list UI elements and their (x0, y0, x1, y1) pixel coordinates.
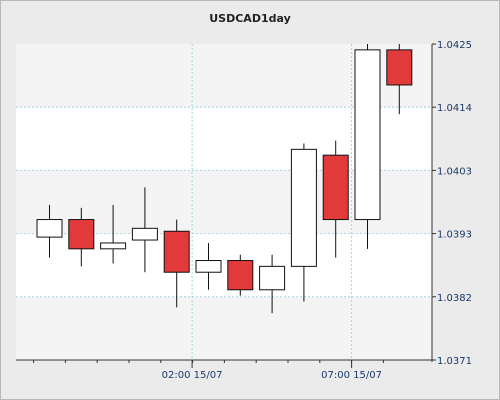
candle (354, 44, 381, 249)
candle-body-bearish (68, 219, 95, 250)
candle (227, 254, 254, 296)
candle-body-bearish (322, 154, 349, 221)
candle-body-bullish (354, 49, 381, 221)
candle (386, 44, 413, 115)
candle (195, 242, 222, 290)
candle-body-bearish (227, 260, 254, 291)
y-axis-ticks: 1.0425 1.0414 1.0403 1.0393 1.0382 1.0371 (432, 40, 472, 367)
candle (131, 187, 158, 273)
candle-body-bullish (259, 265, 286, 291)
y-tick-label: 1.0414 (437, 103, 472, 114)
y-tick-label: 1.0382 (437, 293, 472, 304)
candle (322, 140, 349, 258)
x-axis-ticks: 02:00 15/07 07:00 15/07 (33, 360, 384, 381)
y-tick-label: 1.0393 (437, 230, 472, 241)
y-tick-label: 1.0425 (437, 40, 472, 51)
candle (100, 204, 127, 264)
candle (36, 204, 63, 258)
candle (163, 219, 190, 308)
candle-body-bullish (290, 148, 317, 267)
x-tick-label: 02:00 15/07 (162, 370, 223, 381)
candle-body-bullish (100, 242, 127, 250)
candle-body-bullish (36, 219, 63, 238)
candles-layer (36, 44, 413, 314)
candle-body-bearish (163, 230, 190, 273)
y-tick-label: 1.0371 (437, 356, 472, 367)
candle-body-bullish (195, 260, 222, 273)
chart-title: USDCAD1day (209, 12, 291, 25)
y-tick-label: 1.0403 (437, 166, 472, 177)
candle (290, 143, 317, 302)
candle (68, 207, 95, 267)
grid-band (16, 296, 432, 360)
x-tick-label: 07:00 15/07 (321, 370, 382, 381)
candle-body-bearish (386, 49, 413, 86)
candle-body-bullish (131, 227, 158, 241)
candle (259, 254, 286, 314)
